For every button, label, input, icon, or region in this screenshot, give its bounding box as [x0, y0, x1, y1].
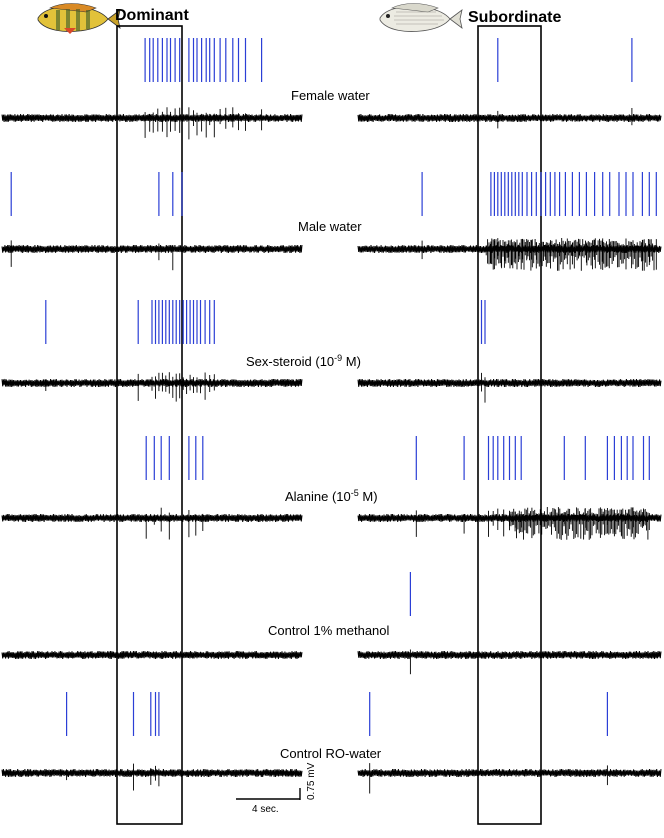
- condition-row: Control 1% methanol: [1, 572, 662, 675]
- subordinate-trace: [357, 650, 662, 660]
- scale-bar-voltage-label: 0.75 mV: [306, 762, 317, 800]
- condition-label: Male water: [298, 219, 362, 234]
- condition-rows: Female water Male water Sex-steroid (10-9 …: [1, 38, 662, 794]
- scale-bar-time-label: 4 sec.: [252, 804, 279, 815]
- condition-row: Alanine (10-5 M): [1, 436, 662, 540]
- dominant-trace: [1, 650, 303, 660]
- scale-bar: 4 sec. 0.75 mV: [236, 762, 317, 815]
- condition-label: Female water: [291, 88, 370, 103]
- cichlid-fish-colored-icon: [37, 3, 121, 34]
- subordinate-title: Subordinate: [468, 9, 561, 26]
- condition-label: Control RO-water: [280, 746, 382, 761]
- condition-row: Sex-steroid (10-9 M): [1, 300, 662, 403]
- dominant-trace: [1, 113, 303, 123]
- dominant-trace: [1, 244, 303, 254]
- condition-label: Sex-steroid (10-9 M): [246, 353, 361, 369]
- condition-label: Control 1% methanol: [268, 623, 390, 638]
- condition-row: Female water: [1, 38, 662, 140]
- condition-row: Male water: [1, 172, 662, 271]
- subordinate-trace: [357, 768, 662, 778]
- dominant-title: Dominant: [115, 7, 189, 24]
- condition-label: Alanine (10-5 M): [285, 488, 378, 504]
- subordinate-trace: [357, 244, 662, 254]
- dominant-trace: [1, 768, 303, 778]
- subordinate-window-box: [477, 25, 542, 825]
- dominant-window-box: [116, 25, 183, 825]
- subordinate-trace: [357, 113, 662, 123]
- subordinate-trace: [357, 378, 662, 388]
- dominant-trace: [1, 513, 303, 523]
- cichlid-fish-pale-icon: [379, 3, 463, 32]
- condition-row: Control RO-water: [1, 692, 662, 794]
